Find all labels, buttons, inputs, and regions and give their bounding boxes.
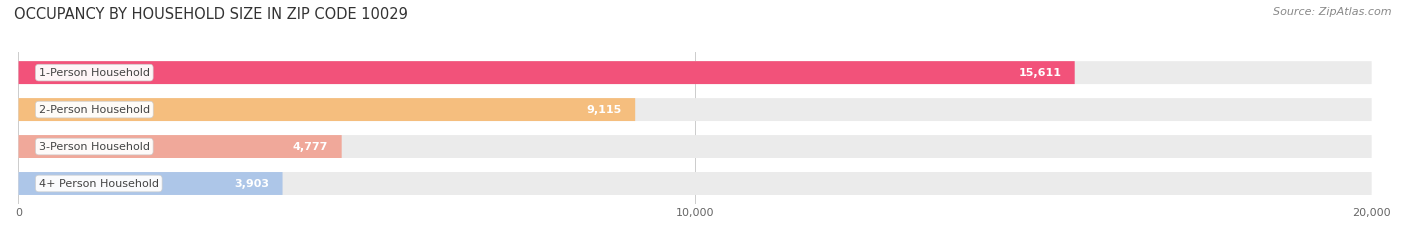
Text: 3-Person Household: 3-Person Household	[39, 141, 150, 151]
Text: Source: ZipAtlas.com: Source: ZipAtlas.com	[1274, 7, 1392, 17]
FancyBboxPatch shape	[18, 98, 1372, 121]
Text: 4,777: 4,777	[292, 141, 328, 151]
FancyBboxPatch shape	[18, 61, 1372, 84]
Text: 1-Person Household: 1-Person Household	[39, 68, 150, 78]
Text: OCCUPANCY BY HOUSEHOLD SIZE IN ZIP CODE 10029: OCCUPANCY BY HOUSEHOLD SIZE IN ZIP CODE …	[14, 7, 408, 22]
FancyBboxPatch shape	[18, 98, 636, 121]
Text: 9,115: 9,115	[586, 105, 621, 115]
FancyBboxPatch shape	[18, 172, 283, 195]
FancyBboxPatch shape	[18, 135, 342, 158]
Text: 2-Person Household: 2-Person Household	[39, 105, 150, 115]
FancyBboxPatch shape	[18, 135, 1372, 158]
FancyBboxPatch shape	[18, 172, 1372, 195]
FancyBboxPatch shape	[18, 61, 1074, 84]
Text: 3,903: 3,903	[233, 178, 269, 188]
Text: 15,611: 15,611	[1018, 68, 1062, 78]
Text: 4+ Person Household: 4+ Person Household	[39, 178, 159, 188]
